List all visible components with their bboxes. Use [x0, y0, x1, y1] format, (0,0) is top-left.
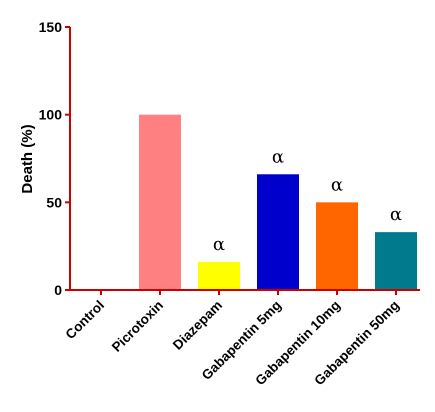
y-tick-label: 50 [46, 194, 62, 210]
bar [139, 114, 181, 290]
y-tick-label: 0 [54, 282, 62, 298]
bar [316, 202, 358, 289]
bar [375, 232, 417, 289]
bars [139, 114, 417, 290]
category-label: Control [63, 298, 108, 343]
significance-marker: α [331, 174, 343, 195]
category-label: Diazepam [170, 298, 225, 353]
significance-marker: α [272, 146, 284, 167]
significance-marker: α [213, 234, 225, 255]
axes: 0 50 100 150 [39, 19, 420, 298]
bar [257, 174, 299, 289]
category-label: Picrotoxin [109, 298, 166, 355]
y-tick-label: 150 [39, 19, 63, 35]
bar [198, 261, 240, 289]
significance-marker: α [390, 204, 402, 225]
y-axis-title: Death (%) [19, 124, 36, 193]
y-tick-label: 100 [39, 107, 63, 123]
